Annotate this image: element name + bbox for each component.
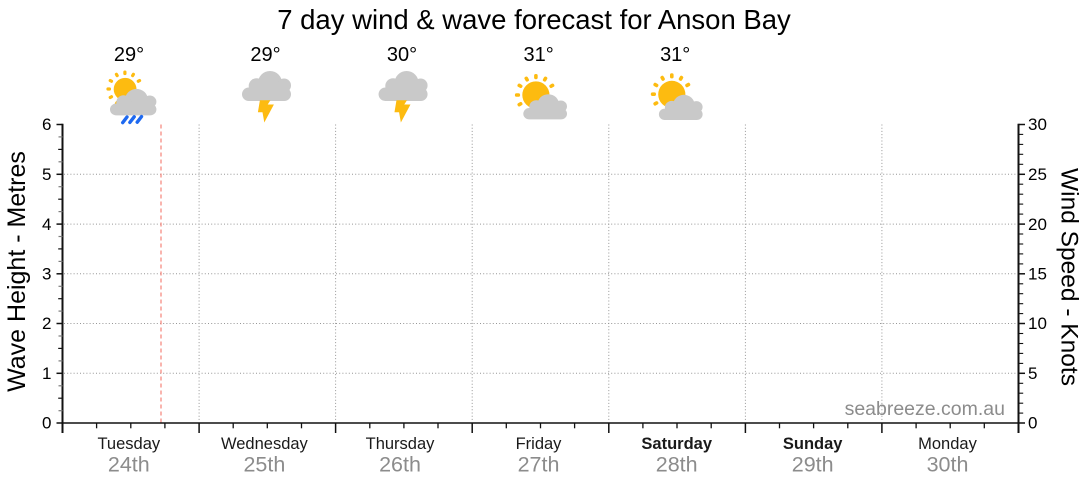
- svg-text:26th: 26th: [379, 453, 421, 477]
- svg-text:seabreeze.com.au: seabreeze.com.au: [845, 398, 1005, 420]
- svg-text:Thursday: Thursday: [366, 435, 436, 453]
- svg-text:15: 15: [1028, 265, 1047, 284]
- svg-text:Wave Height - Metres: Wave Height - Metres: [3, 151, 31, 392]
- svg-text:4: 4: [42, 215, 51, 234]
- svg-text:29°: 29°: [114, 44, 144, 66]
- svg-text:27th: 27th: [518, 453, 560, 477]
- svg-text:7 day wind & wave forecast for: 7 day wind & wave forecast for Anson Bay: [277, 4, 791, 35]
- svg-text:30th: 30th: [927, 453, 969, 477]
- svg-text:25th: 25th: [243, 453, 285, 477]
- svg-text:2: 2: [42, 314, 51, 333]
- svg-text:20: 20: [1028, 215, 1047, 234]
- svg-text:0: 0: [42, 414, 51, 433]
- svg-text:29°: 29°: [250, 44, 280, 66]
- svg-text:Wind Speed - Knots: Wind Speed - Knots: [1056, 168, 1080, 386]
- svg-text:Tuesday: Tuesday: [97, 435, 160, 453]
- svg-text:5: 5: [42, 165, 51, 184]
- svg-text:5: 5: [1028, 364, 1037, 383]
- svg-text:30°: 30°: [387, 44, 417, 66]
- svg-text:Monday: Monday: [918, 435, 977, 453]
- svg-text:10: 10: [1028, 314, 1047, 333]
- svg-text:Friday: Friday: [516, 435, 563, 453]
- svg-text:6: 6: [42, 115, 51, 134]
- svg-text:25: 25: [1028, 165, 1047, 184]
- svg-text:Wednesday: Wednesday: [221, 435, 309, 453]
- svg-text:30: 30: [1028, 115, 1047, 134]
- svg-text:3: 3: [42, 265, 51, 284]
- svg-text:0: 0: [1028, 414, 1037, 433]
- svg-text:1: 1: [42, 364, 51, 383]
- svg-text:28th: 28th: [656, 453, 698, 477]
- svg-text:24th: 24th: [108, 453, 150, 477]
- svg-text:29th: 29th: [792, 453, 834, 477]
- svg-text:31°: 31°: [523, 44, 553, 66]
- svg-text:Saturday: Saturday: [641, 435, 712, 453]
- svg-text:31°: 31°: [660, 44, 690, 66]
- svg-text:Sunday: Sunday: [783, 435, 843, 453]
